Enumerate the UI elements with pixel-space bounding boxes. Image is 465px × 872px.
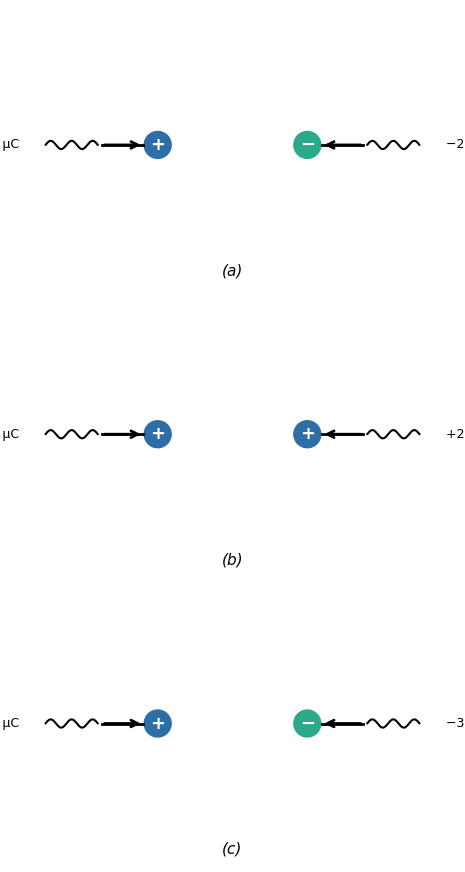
Text: −20 μC: −20 μC [445,139,465,152]
Text: +: + [150,714,165,732]
Text: +20 μC: +20 μC [0,428,20,440]
Text: −: − [300,714,315,732]
Text: +20 μC: +20 μC [0,717,20,730]
Text: (b): (b) [222,552,243,568]
Circle shape [294,710,321,737]
Circle shape [294,421,321,447]
Circle shape [144,710,171,737]
Circle shape [144,421,171,447]
Text: +: + [150,136,165,154]
Text: −: − [300,136,315,154]
Text: +: + [300,426,315,443]
Text: (a): (a) [222,263,243,278]
Text: (c): (c) [222,841,243,856]
Text: −30 μC: −30 μC [445,717,465,730]
Text: +20 μC: +20 μC [0,139,20,152]
Circle shape [294,132,321,159]
Text: +20 μC: +20 μC [445,428,465,440]
Text: +: + [150,426,165,443]
Circle shape [144,132,171,159]
